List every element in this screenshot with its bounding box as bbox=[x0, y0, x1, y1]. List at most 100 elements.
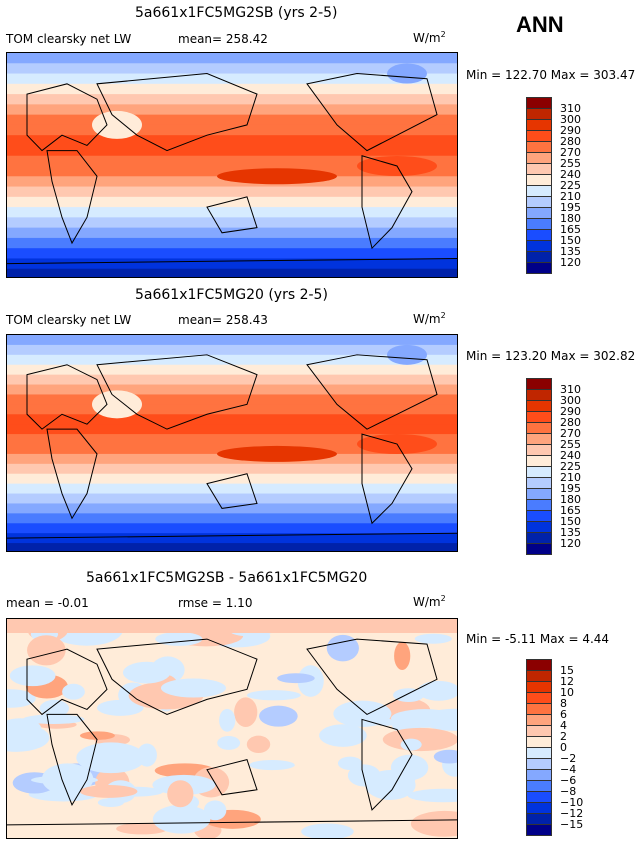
field-band bbox=[7, 268, 457, 277]
field-blob bbox=[333, 700, 392, 727]
panel-2-minmax: Min = 123.20 Max = 302.82 bbox=[466, 349, 636, 363]
coastline bbox=[96, 354, 258, 430]
field-blob bbox=[393, 688, 424, 703]
colorbar-label: 12 bbox=[560, 675, 574, 688]
field-blob bbox=[7, 718, 42, 740]
field-blob bbox=[152, 804, 211, 834]
field-blob bbox=[39, 699, 70, 718]
colorbar-label: 210 bbox=[560, 471, 581, 484]
colorbar-swatch bbox=[526, 500, 552, 511]
field-blob bbox=[234, 697, 258, 727]
colorbar-swatch bbox=[526, 803, 552, 814]
coastline bbox=[46, 428, 98, 520]
colorbar-swatch bbox=[526, 241, 552, 252]
field-band bbox=[7, 434, 457, 445]
map-field bbox=[7, 335, 457, 551]
field-blob bbox=[76, 742, 146, 774]
colorbar-swatch bbox=[526, 737, 552, 748]
field-blob bbox=[326, 634, 359, 662]
colorbar-swatch bbox=[526, 131, 552, 142]
field-blob bbox=[390, 754, 429, 781]
field-blob bbox=[9, 665, 56, 687]
colorbar-swatch bbox=[526, 671, 552, 682]
field-band bbox=[7, 104, 457, 116]
colorbar-label: 8 bbox=[560, 697, 567, 710]
coastline bbox=[206, 759, 258, 796]
field-band bbox=[7, 145, 457, 157]
field-band bbox=[7, 196, 457, 209]
field-band bbox=[7, 424, 457, 436]
colorbar-swatch bbox=[526, 533, 552, 544]
colorbar-swatch bbox=[526, 715, 552, 726]
colorbar-label: 240 bbox=[560, 449, 581, 462]
colorbar-label: 120 bbox=[560, 256, 581, 269]
colorbar-swatch bbox=[526, 825, 552, 836]
colorbar-swatch bbox=[526, 186, 552, 197]
colorbar-swatch bbox=[526, 434, 552, 445]
field-band bbox=[7, 453, 457, 465]
colorbar-label: 135 bbox=[560, 526, 581, 539]
map-field bbox=[7, 53, 457, 277]
colorbar-swatch bbox=[526, 208, 552, 219]
coastline bbox=[306, 73, 438, 152]
field-blob bbox=[259, 705, 298, 727]
colorbar-swatch bbox=[526, 726, 552, 737]
colorbar-label: 225 bbox=[560, 179, 581, 192]
colorbar-label: 300 bbox=[560, 394, 581, 407]
field-blob bbox=[92, 110, 142, 139]
panel-3-colorbar bbox=[526, 659, 552, 836]
field-band bbox=[7, 354, 457, 366]
panel-1-variable: TOM clearsky net LW bbox=[6, 32, 132, 46]
coastline bbox=[7, 257, 457, 265]
colorbar-label: 165 bbox=[560, 223, 581, 236]
field-band bbox=[7, 207, 457, 219]
field-band bbox=[7, 513, 457, 525]
colorbar-swatch bbox=[526, 252, 552, 263]
colorbar-swatch bbox=[526, 390, 552, 401]
field-band bbox=[7, 237, 457, 250]
field-band bbox=[7, 503, 457, 515]
colorbar-swatch bbox=[526, 792, 552, 803]
colorbar-swatch bbox=[526, 511, 552, 522]
field-band bbox=[7, 523, 457, 535]
colorbar-label: −8 bbox=[560, 785, 577, 798]
colorbar-swatch bbox=[526, 693, 552, 704]
panel-1-mean: mean= 258.42 bbox=[178, 32, 268, 46]
coastline bbox=[306, 354, 438, 430]
colorbar-swatch bbox=[526, 781, 552, 792]
colorbar-swatch bbox=[526, 522, 552, 533]
panel-2-colorbar bbox=[526, 378, 552, 555]
coastline bbox=[26, 648, 108, 716]
field-band bbox=[7, 374, 457, 386]
colorbar-label: 135 bbox=[560, 245, 581, 258]
field-blob bbox=[382, 727, 457, 752]
colorbar-label: 270 bbox=[560, 146, 581, 159]
field-band bbox=[7, 94, 457, 106]
field-blob bbox=[407, 788, 457, 803]
field-band bbox=[7, 364, 457, 376]
colorbar-swatch bbox=[526, 230, 552, 241]
field-blob bbox=[203, 800, 227, 821]
field-band bbox=[7, 248, 457, 260]
colorbar-label: 255 bbox=[560, 157, 581, 170]
field-blob bbox=[319, 724, 367, 747]
colorbar-label: 180 bbox=[560, 212, 581, 225]
field-blob bbox=[217, 736, 241, 750]
coastline bbox=[96, 638, 258, 715]
coastline bbox=[7, 819, 457, 826]
field-band bbox=[7, 217, 457, 229]
field-blob bbox=[167, 780, 194, 808]
field-blob bbox=[155, 632, 203, 646]
field-blob bbox=[249, 759, 295, 771]
colorbar-label: 290 bbox=[560, 124, 581, 137]
colorbar-label: 300 bbox=[560, 113, 581, 126]
field-blob bbox=[27, 635, 66, 666]
panel-1-colorbar bbox=[526, 97, 552, 274]
field-blob bbox=[301, 823, 354, 838]
season-label: ANN bbox=[516, 12, 564, 37]
field-band bbox=[7, 63, 457, 75]
colorbar-label: 15 bbox=[560, 664, 574, 677]
colorbar-label: −10 bbox=[560, 796, 584, 809]
panel-2-units: W/m2 bbox=[413, 311, 446, 326]
field-blob bbox=[41, 763, 94, 795]
